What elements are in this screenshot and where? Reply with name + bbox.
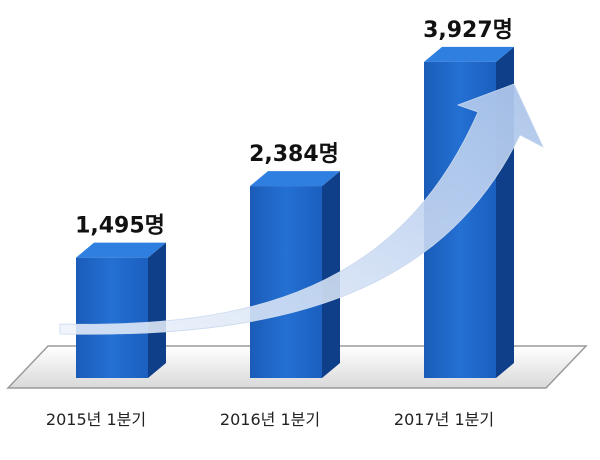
labels-group: 1,495명 2015년 1분기 2,384명 2016년 1분기 3,927명 2017… [46, 18, 513, 429]
bar-front [76, 257, 148, 378]
bar-front [250, 186, 322, 378]
category-label: 2015년 1분기 [46, 410, 146, 429]
data-label: 3,927명 [423, 18, 513, 43]
bar-side [322, 171, 340, 378]
bar-top [424, 46, 514, 62]
bar-side [148, 242, 166, 378]
bar-2 [250, 171, 340, 378]
category-label: 2016년 1분기 [220, 410, 320, 429]
bar-1 [76, 242, 166, 378]
category-label: 2017년 1분기 [394, 410, 494, 429]
data-label: 1,495명 [75, 214, 165, 239]
bar-top [76, 242, 166, 258]
data-label: 2,384명 [249, 142, 339, 167]
bar-top [250, 171, 340, 187]
trend-arrow [59, 83, 544, 335]
